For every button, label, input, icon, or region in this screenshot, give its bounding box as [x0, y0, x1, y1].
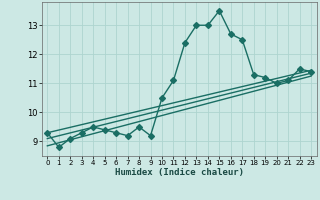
X-axis label: Humidex (Indice chaleur): Humidex (Indice chaleur)	[115, 168, 244, 177]
